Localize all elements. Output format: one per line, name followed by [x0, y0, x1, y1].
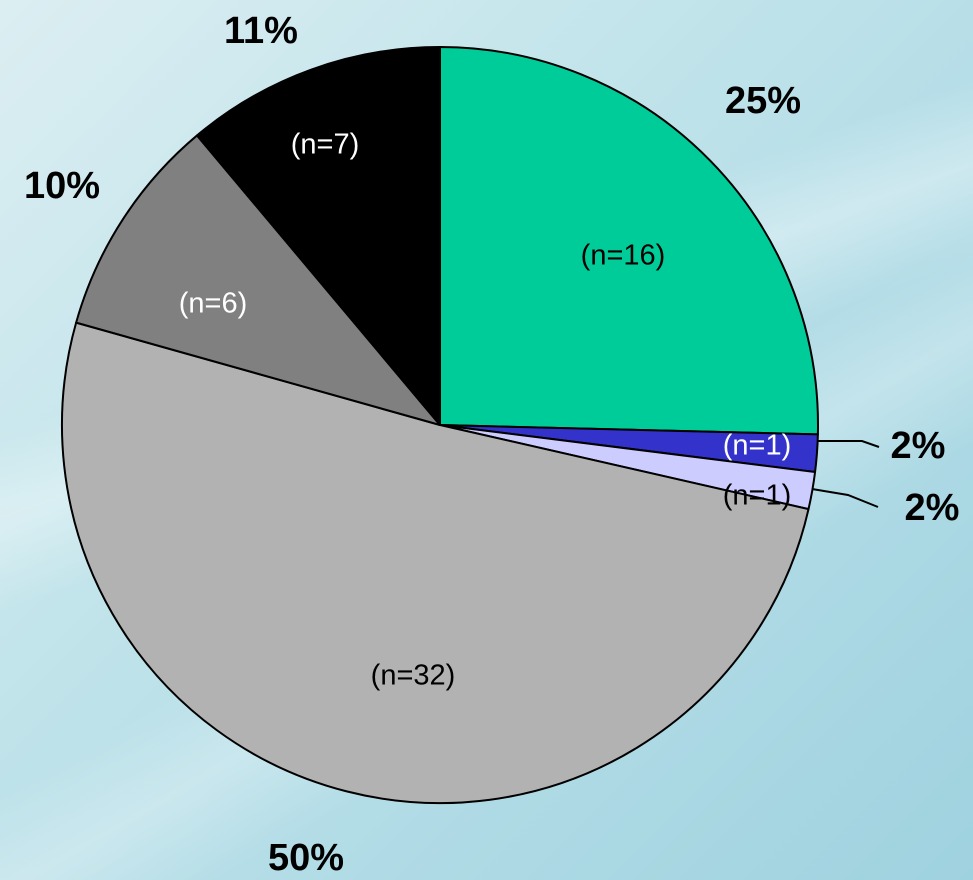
slice-count-label: (n=32) — [371, 660, 456, 692]
slice-count-label: (n=6) — [179, 288, 248, 320]
slice-percent-label: 2% — [891, 425, 946, 467]
pie-slices — [61, 46, 819, 805]
pie-slice — [75, 134, 441, 426]
slice-percent-label: 25% — [725, 80, 801, 122]
slice-percent-label: 11% — [224, 10, 298, 52]
slice-count-label: (n=1) — [723, 430, 792, 462]
slice-percent-label: 50% — [268, 837, 344, 879]
slice-percent-label: 2% — [905, 487, 960, 529]
pie-slice — [61, 321, 810, 805]
leader-line — [811, 488, 879, 508]
pie-slice — [196, 46, 441, 426]
slice-percent-label: 10% — [24, 165, 100, 207]
count-labels: (n=16) (n=1) (n=1) (n=32) (n=6) (n=7) — [179, 129, 792, 692]
slice-count-label: (n=7) — [291, 129, 360, 161]
slice-count-label: (n=16) — [581, 240, 666, 272]
leader-lines — [811, 440, 880, 508]
slice-count-label: (n=1) — [723, 480, 792, 512]
percent-labels: 25% 2% 2% 50% 10% 11% — [24, 10, 959, 879]
leader-line — [818, 440, 880, 448]
pie-slice — [439, 46, 819, 436]
